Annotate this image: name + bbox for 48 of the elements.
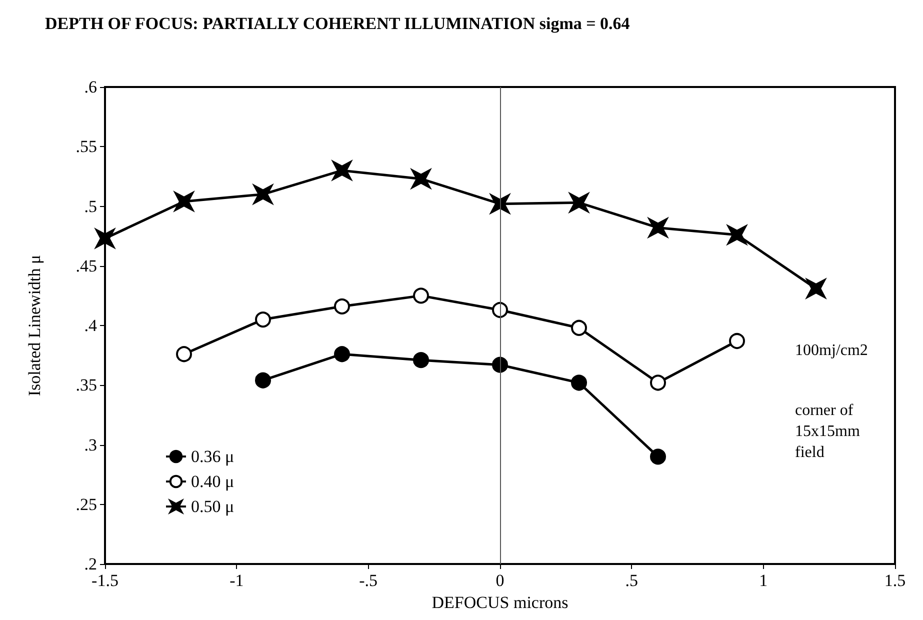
point [728,225,746,244]
point [648,218,668,238]
point [96,228,114,248]
point [650,374,666,391]
x-tick-label: 1 [759,571,768,590]
y-tick-label: .3 [84,435,97,454]
point [334,346,350,362]
point [255,372,271,388]
point [650,448,666,465]
point [490,194,510,214]
point [334,298,350,314]
point [254,184,272,204]
point [176,346,192,362]
point [571,374,587,391]
legend-label: 0.50 μ [191,497,234,516]
point [570,193,588,212]
point [413,352,429,368]
annotation: corner of 15x15mm field [795,402,860,461]
y-tick-label: .25 [76,494,97,514]
y-tick-label: .6 [84,78,97,96]
point [492,356,508,373]
x-tick-label: 0 [496,571,504,590]
y-axis-title: Isolated Linewidth μ [25,254,44,396]
point [729,333,745,349]
x-tick-label: -1 [230,571,244,590]
point [255,312,271,328]
point [492,302,508,318]
x-axis-title: DEFOCUS microns [432,593,568,612]
point [174,192,194,211]
legend-label: 0.36 μ [191,447,234,466]
point [412,169,430,188]
chart-title: DEPTH OF FOCUS: PARTIALLY COHERENT ILLUMINATION sigma = 0.64 [45,14,630,33]
x-tick-label: 1.5 [884,571,906,590]
y-tick-label: .35 [76,376,97,395]
y-tick-label: .45 [76,256,97,276]
point [806,279,826,298]
x-tick-label: -.5 [359,571,378,590]
y-tick-label: .2 [84,554,97,574]
x-tick-label: -1.5 [92,571,118,590]
point [413,288,429,304]
y-tick-label: .5 [84,196,97,216]
point [571,320,587,336]
point [332,160,352,180]
y-tick-label: .55 [76,137,97,156]
annotation: 100mj/cm2 [795,342,868,359]
y-tick-label: .4 [84,316,98,335]
legend-label: 0.40 μ [191,472,234,491]
x-tick-label: .5 [625,571,638,590]
